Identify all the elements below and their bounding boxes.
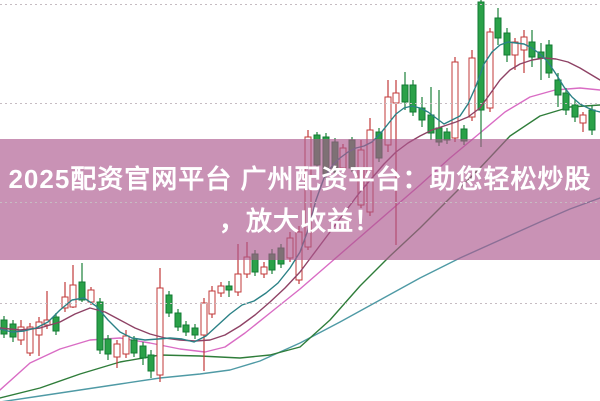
promo-line-1: 2025配资官网平台 广州配资平台：助您轻松炒股 [8, 163, 592, 194]
promo-banner: 2025配资官网平台 广州配资平台：助您轻松炒股 ，放大收益！ [0, 139, 600, 260]
promo-line-2: ，放大收益！ [218, 205, 381, 236]
